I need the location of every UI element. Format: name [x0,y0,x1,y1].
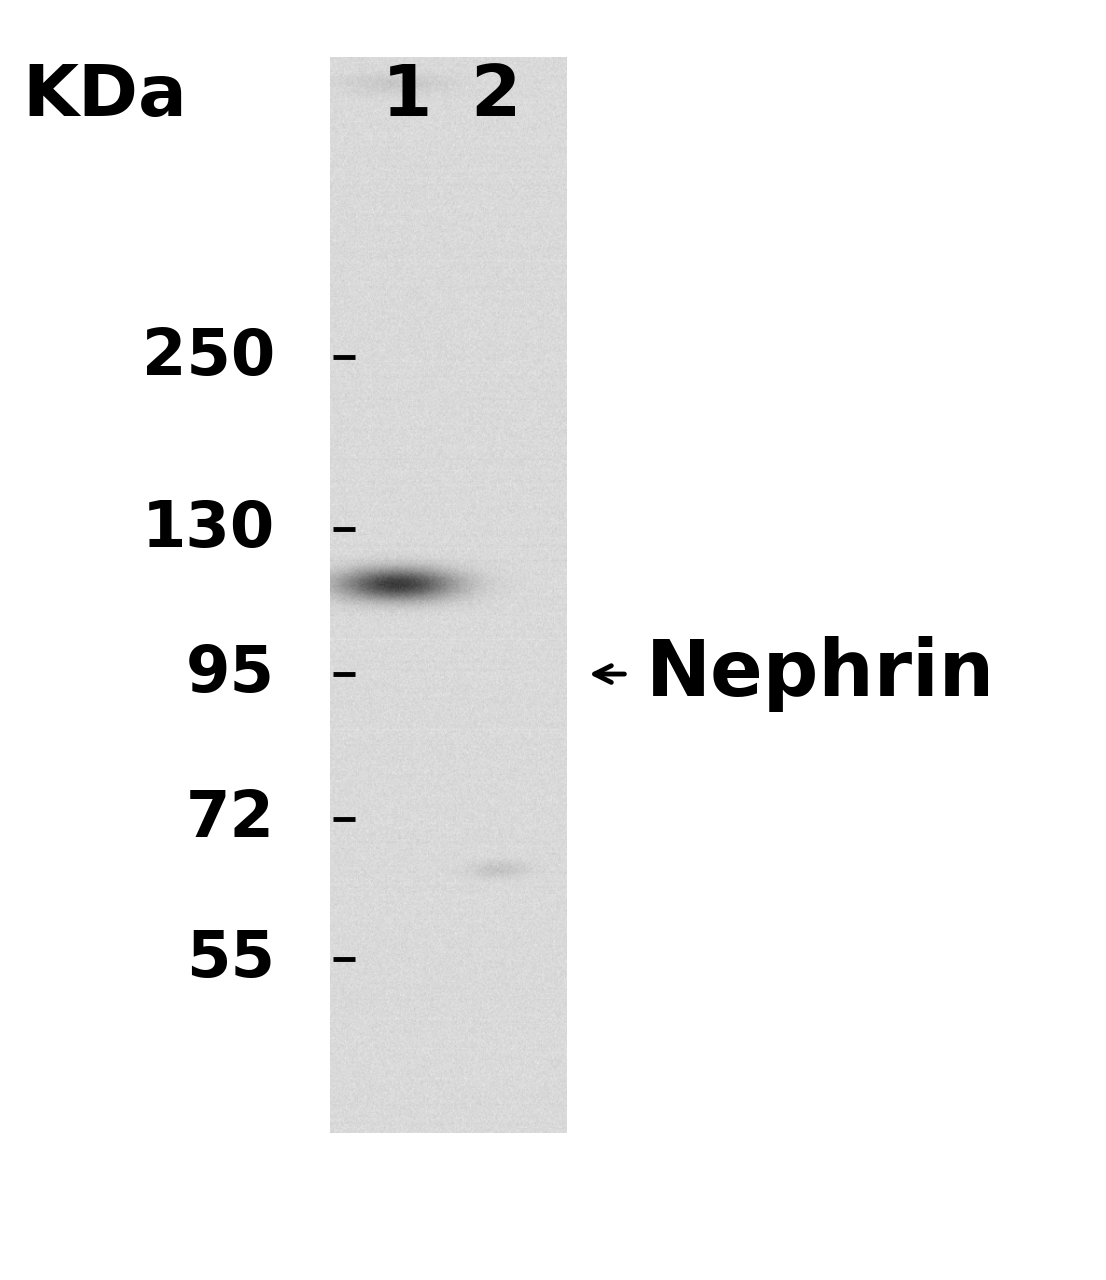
Text: 2: 2 [470,61,520,131]
Text: 250: 250 [142,326,275,388]
Text: Nephrin: Nephrin [646,636,995,712]
Text: 55: 55 [186,928,275,989]
Text: 1: 1 [382,61,432,131]
Text: KDa: KDa [22,61,187,131]
Text: 130: 130 [142,498,275,559]
Text: 95: 95 [186,643,275,705]
Text: 72: 72 [186,788,275,850]
